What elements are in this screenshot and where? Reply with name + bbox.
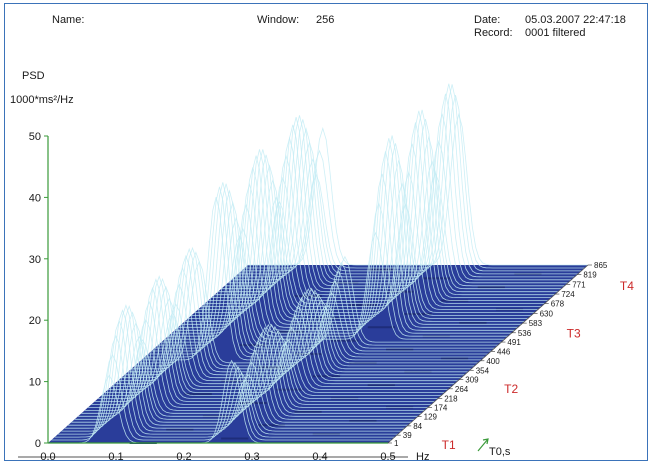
y-tick-label: 20 xyxy=(29,315,41,327)
time-tick-label: 1 xyxy=(394,439,399,448)
time-axis-label: T0,s xyxy=(489,446,511,458)
surface-profile xyxy=(74,322,415,420)
surface-profile xyxy=(178,138,518,328)
surface-profile xyxy=(194,164,535,313)
surface-profile xyxy=(118,283,458,382)
time-tick-label: 865 xyxy=(594,261,608,270)
time-tick-label: 309 xyxy=(465,376,479,385)
time-tick-label: 39 xyxy=(403,431,412,440)
surface-profile xyxy=(228,119,568,284)
time-axis-line xyxy=(387,264,589,444)
x-tick-label: 0.4 xyxy=(312,451,327,463)
time-tick-label: 84 xyxy=(413,422,422,431)
time-axis-arrow-icon xyxy=(477,438,489,452)
surface-profile xyxy=(144,186,485,358)
chart-axes xyxy=(47,136,589,444)
window-value: 256 xyxy=(316,14,334,26)
date-value: 05.03.2007 22:47:18 xyxy=(525,14,626,26)
surface-profile xyxy=(64,304,405,429)
surface-profile xyxy=(244,95,585,269)
record-label: Record: xyxy=(474,27,513,39)
surface-profile xyxy=(238,83,578,275)
surface-profile xyxy=(101,277,442,396)
record-value: 0001 filtered xyxy=(525,27,586,39)
surface-profile xyxy=(148,182,488,355)
y-tick-label: 0 xyxy=(35,438,41,450)
surface-profile xyxy=(248,112,588,266)
y-tick-label: 40 xyxy=(29,192,41,204)
x-axis-label: Hz xyxy=(416,451,429,463)
surface-profile xyxy=(208,110,548,302)
surface-profile xyxy=(61,309,402,432)
surface-profile xyxy=(164,231,505,340)
surface-profile xyxy=(78,332,418,417)
surface-profile xyxy=(111,312,452,388)
time-ticks: 1 398412917421826430935440044649153658363… xyxy=(388,261,608,448)
surface-profile xyxy=(68,305,408,426)
time-tick-label: 819 xyxy=(583,270,597,279)
surface-profile xyxy=(141,197,482,361)
time-tick-label: 446 xyxy=(497,347,511,356)
surface-profile xyxy=(168,201,508,337)
surface-profile xyxy=(231,113,572,281)
x-tick-label: 0.5 xyxy=(380,451,395,463)
time-tick-label: 678 xyxy=(551,300,565,309)
surface-profile xyxy=(51,353,392,441)
period-label: T3 xyxy=(567,327,581,341)
x-tick-label: 0.1 xyxy=(108,451,123,463)
surface-profile xyxy=(94,278,435,402)
time-tick-label: 400 xyxy=(486,357,500,366)
surface-profile xyxy=(108,297,448,391)
period-labels: T1 T2 T3 T4 xyxy=(442,279,635,452)
surface-profile xyxy=(174,151,515,331)
surface-profile xyxy=(88,300,428,408)
period-label: T1 xyxy=(442,438,456,452)
time-tick-label: 174 xyxy=(434,403,448,412)
time-tick-label: 491 xyxy=(507,338,521,347)
surface-profile xyxy=(158,201,498,346)
y-tick-label: 30 xyxy=(29,254,41,266)
time-tick-label: 630 xyxy=(540,309,554,318)
time-tick-label: 771 xyxy=(572,280,586,289)
time-tick-label: 354 xyxy=(476,366,490,375)
name-label: Name: xyxy=(52,14,84,26)
surface-profile xyxy=(81,326,422,414)
time-tick-label: 724 xyxy=(561,290,575,299)
surface-profile xyxy=(134,251,475,367)
time-tick-label: 264 xyxy=(455,385,469,394)
surface-profile xyxy=(54,335,395,438)
chart-frame xyxy=(4,3,648,461)
surface-profile xyxy=(128,247,468,373)
surface-profile xyxy=(218,124,558,293)
date-label: Date: xyxy=(474,14,500,26)
window-label: Window: xyxy=(257,14,299,26)
surface-profile xyxy=(131,246,472,370)
y-axis-unit: 1000*ms²/Hz xyxy=(10,94,74,106)
y-tick-label: 50 xyxy=(29,131,41,143)
time-tick-label: 129 xyxy=(424,413,438,422)
surface-profile xyxy=(214,119,555,296)
y-tick-label: 10 xyxy=(29,377,41,389)
time-tick-label: 218 xyxy=(444,394,458,403)
surface-profile xyxy=(151,183,492,352)
y-axis-label: PSD xyxy=(22,70,45,82)
x-tick-label: 0.3 xyxy=(244,451,259,463)
period-label: T4 xyxy=(620,279,634,293)
time-tick-label: 583 xyxy=(529,319,543,328)
x-tick-label: 0.0 xyxy=(40,451,55,463)
surface-profile xyxy=(211,109,552,299)
surface-profile xyxy=(171,173,512,334)
period-label: T2 xyxy=(504,382,518,396)
time-tick-label: 536 xyxy=(518,329,532,338)
x-ticks: 0.0 0.1 0.2 0.3 0.4 0.5 xyxy=(18,451,408,463)
y-ticks: 0 10 20 30 40 50 xyxy=(29,131,48,450)
x-tick-label: 0.2 xyxy=(176,451,191,463)
